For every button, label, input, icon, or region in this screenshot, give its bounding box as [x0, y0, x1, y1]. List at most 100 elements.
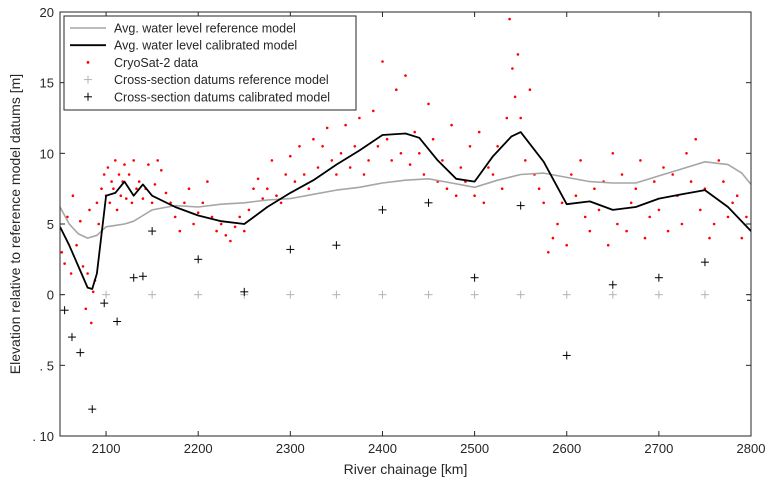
scatter-point: [722, 180, 725, 183]
scatter-point: [616, 222, 619, 226]
plus-marker: [608, 280, 617, 289]
y-tick-label: 0: [47, 288, 54, 303]
scatter-point: [547, 251, 550, 254]
scatter-point: [694, 137, 697, 141]
scatter-point: [505, 116, 509, 120]
scatter-point: [63, 262, 66, 265]
scatter-point: [593, 187, 596, 190]
scatter-point: [699, 208, 702, 212]
scatter-point: [86, 272, 89, 275]
plus-marker: [60, 306, 69, 315]
plus-marker: [88, 405, 97, 414]
scatter-point: [685, 152, 688, 155]
scatter-point: [79, 219, 82, 223]
plus-marker: [148, 290, 157, 299]
series-line-1: [60, 131, 751, 290]
plus-marker: [286, 290, 295, 299]
plot-area: [60, 17, 751, 414]
scatter-point: [629, 201, 633, 205]
scatter-point: [114, 159, 117, 162]
legend-label-4: Cross-section datums calibrated model: [114, 90, 330, 104]
plus-marker: [378, 290, 387, 299]
scatter-point: [84, 307, 88, 311]
scatter-point: [404, 74, 407, 77]
scatter-point: [418, 152, 421, 155]
scatter-point: [224, 234, 228, 237]
scatter-point: [100, 187, 103, 190]
x-tick-label: 2500: [460, 441, 489, 456]
scatter-point: [316, 166, 320, 169]
scatter-point: [491, 173, 495, 176]
scatter-point: [408, 163, 412, 166]
scatter-point: [717, 159, 721, 162]
plus-marker: [76, 348, 85, 357]
scatter-point: [206, 180, 209, 183]
scatter-point: [712, 222, 716, 226]
scatter-point: [574, 194, 578, 197]
legend-swatch-plus-4: [84, 92, 92, 101]
scatter-point: [671, 173, 674, 176]
scatter-point: [307, 187, 311, 190]
scatter-point: [135, 187, 138, 190]
plus-marker: [747, 296, 751, 305]
plus-marker: [194, 255, 203, 264]
scatter-point: [731, 201, 734, 205]
scatter-point: [639, 159, 642, 162]
plus-marker: [113, 317, 122, 326]
scatter-point: [183, 201, 186, 205]
legend-label-0: Avg. water level reference model: [114, 22, 296, 36]
scatter-point: [395, 88, 398, 91]
scatter-point: [542, 201, 545, 205]
plus-marker: [332, 290, 341, 299]
scatter-point: [689, 180, 693, 183]
scatter-point: [270, 159, 274, 162]
scatter-point: [445, 187, 449, 190]
scatter-point: [66, 215, 69, 219]
scatter-point: [147, 163, 150, 166]
scatter-point: [381, 60, 384, 63]
scatter-point: [247, 208, 251, 212]
scatter-point: [353, 145, 357, 148]
legend-label-1: Avg. water level calibrated model: [114, 39, 297, 53]
y-tick-label: 15: [40, 76, 54, 91]
plus-marker: [138, 272, 147, 281]
scatter-point: [662, 166, 665, 169]
scatter-point: [551, 236, 555, 240]
scatter-point: [137, 180, 141, 183]
y-tick-label: 20: [40, 5, 54, 20]
scatter-point: [358, 116, 361, 120]
scatter-point: [385, 137, 389, 141]
plus-marker: [148, 227, 157, 236]
scatter-point: [482, 201, 486, 205]
scatter-point: [643, 236, 647, 240]
plus-marker: [516, 290, 525, 299]
scatter-point: [477, 130, 481, 134]
scatter-point: [459, 166, 463, 169]
plus-marker: [424, 198, 433, 207]
scatter-point: [454, 194, 458, 197]
scatter-point: [513, 95, 517, 99]
scatter-point: [106, 166, 110, 169]
scatter-point: [119, 194, 123, 197]
plus-marker: [470, 290, 479, 299]
scatter-point: [110, 180, 113, 183]
y-tick-label: . 5: [40, 358, 54, 373]
x-tick-label: 2800: [737, 441, 766, 456]
scatter-point: [413, 130, 417, 134]
scatter-point: [648, 215, 651, 219]
scatter-point: [284, 173, 288, 176]
scatter-point: [519, 116, 522, 120]
scatter-point: [473, 194, 476, 197]
scatter-point: [726, 215, 730, 219]
scatter-point: [496, 145, 499, 148]
x-tick-label: 2200: [184, 441, 213, 456]
scatter-point: [330, 159, 334, 162]
scatter-point: [560, 201, 564, 205]
plus-marker: [424, 290, 433, 299]
scatter-point: [173, 215, 177, 219]
plus-marker: [67, 333, 76, 342]
plus-marker: [129, 273, 138, 282]
scatter-point: [153, 183, 157, 186]
axis-ticks: 2100 2200 2300 2400 2500 2600 2700 2800 . 10 . 5 0…: [32, 5, 765, 456]
